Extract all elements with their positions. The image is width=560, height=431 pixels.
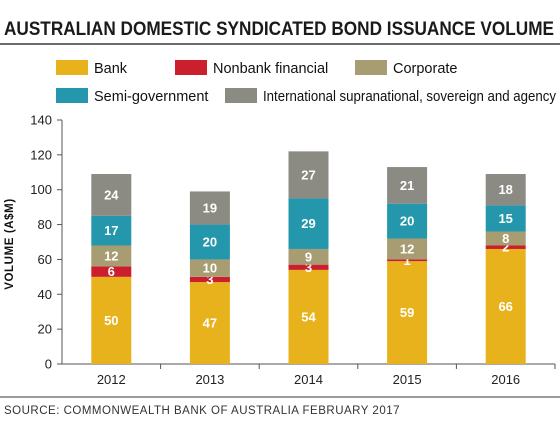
bar-segment-semi-government-2013 — [189, 224, 230, 260]
data-label: 59 — [400, 305, 414, 320]
bar-segment-semi-government-2015 — [387, 203, 428, 239]
y-tick-label: 80 — [38, 217, 52, 232]
data-label: 24 — [104, 187, 119, 202]
bar-segment-nonbank-financial-2013 — [189, 276, 230, 283]
y-tick-label: 0 — [45, 357, 52, 372]
bar-segment-semi-government-2016 — [485, 205, 526, 232]
bar-segment-nonbank-financial-2015 — [387, 259, 428, 262]
bar-segment-international-supranational-sovereign-and-agency-2012 — [91, 174, 132, 216]
bar-segment-semi-government-2014 — [288, 198, 329, 249]
bar-segment-corporate-2016 — [485, 231, 526, 246]
data-label: 10 — [203, 261, 217, 276]
data-label: 20 — [400, 214, 414, 229]
bar-segment-nonbank-financial-2012 — [91, 266, 132, 277]
source-note: SOURCE: COMMONWEALTH BANK OF AUSTRALIA F… — [4, 405, 400, 417]
bar-segment-international-supranational-sovereign-and-agency-2014 — [288, 151, 329, 199]
bar-segment-nonbank-financial-2016 — [485, 245, 526, 249]
legend-swatch-international-supranational-sovereign-and-agency — [225, 88, 257, 103]
bar-segment-bank-2012 — [91, 276, 132, 364]
legend-label-international-supranational-sovereign-and-agency: International supranational, sovereign a… — [263, 89, 557, 105]
data-label: 50 — [104, 313, 118, 328]
data-label: 12 — [104, 248, 118, 263]
y-tick-label: 60 — [38, 252, 52, 267]
legend-swatch-semi-government — [56, 88, 88, 103]
data-label: 1 — [403, 253, 410, 268]
data-label: 21 — [400, 178, 414, 193]
y-tick-label: 40 — [38, 287, 52, 302]
bar-segment-bank-2013 — [189, 282, 230, 364]
legend-label-bank: Bank — [94, 61, 128, 77]
data-label: 20 — [203, 235, 217, 250]
bar-segment-corporate-2015 — [387, 238, 428, 260]
x-tick-label: 2016 — [491, 372, 520, 387]
bar-segment-semi-government-2012 — [91, 215, 132, 246]
data-label: 9 — [305, 249, 312, 264]
bar-segment-corporate-2013 — [189, 259, 230, 277]
data-label: 2 — [502, 240, 509, 255]
bar-segment-corporate-2012 — [91, 245, 132, 267]
bar-segment-international-supranational-sovereign-and-agency-2013 — [189, 191, 230, 225]
y-tick-label: 120 — [30, 147, 52, 162]
x-tick-label: 2013 — [195, 372, 224, 387]
y-tick-label: 140 — [30, 113, 52, 128]
data-label: 27 — [301, 167, 315, 182]
data-label: 19 — [203, 201, 217, 216]
y-tick-label: 100 — [30, 182, 52, 197]
bar-segment-international-supranational-sovereign-and-agency-2015 — [387, 167, 428, 204]
legend-swatch-bank — [56, 60, 88, 75]
bar-segment-international-supranational-sovereign-and-agency-2016 — [485, 174, 526, 206]
bar-segment-corporate-2014 — [288, 248, 329, 265]
bar-segment-bank-2015 — [387, 261, 428, 364]
data-label: 6 — [108, 264, 115, 279]
legend-swatch-corporate — [355, 60, 387, 75]
data-label: 47 — [203, 316, 217, 331]
x-tick-label: 2015 — [393, 372, 422, 387]
data-label: 12 — [400, 241, 414, 256]
x-tick-label: 2014 — [294, 372, 323, 387]
bar-segment-bank-2014 — [288, 269, 329, 364]
data-label: 15 — [498, 211, 512, 226]
bar-segment-bank-2016 — [485, 248, 526, 364]
data-label: 29 — [301, 216, 315, 231]
y-tick-label: 20 — [38, 322, 52, 337]
legend-label-semi-government: Semi-government — [94, 89, 208, 105]
legend-swatch-nonbank-financial — [175, 60, 207, 75]
data-label: 8 — [502, 231, 509, 246]
x-tick-label: 2012 — [97, 372, 126, 387]
data-label: 17 — [104, 223, 118, 238]
chart-legend: Bank Nonbank financial Corporate Semi-gover… — [56, 60, 557, 105]
data-label: 18 — [498, 182, 512, 197]
bar-segment-nonbank-financial-2014 — [288, 264, 329, 270]
data-label: 3 — [305, 260, 312, 275]
data-label: 54 — [301, 309, 316, 324]
legend-label-nonbank-financial: Nonbank financial — [213, 61, 328, 77]
y-axis-label: VOLUME (A$M) — [4, 198, 16, 290]
chart-title: AUSTRALIAN DOMESTIC SYNDICATED BOND ISSU… — [4, 19, 554, 40]
data-label: 66 — [498, 299, 512, 314]
data-label: 3 — [206, 272, 213, 287]
legend-label-corporate: Corporate — [393, 61, 457, 77]
